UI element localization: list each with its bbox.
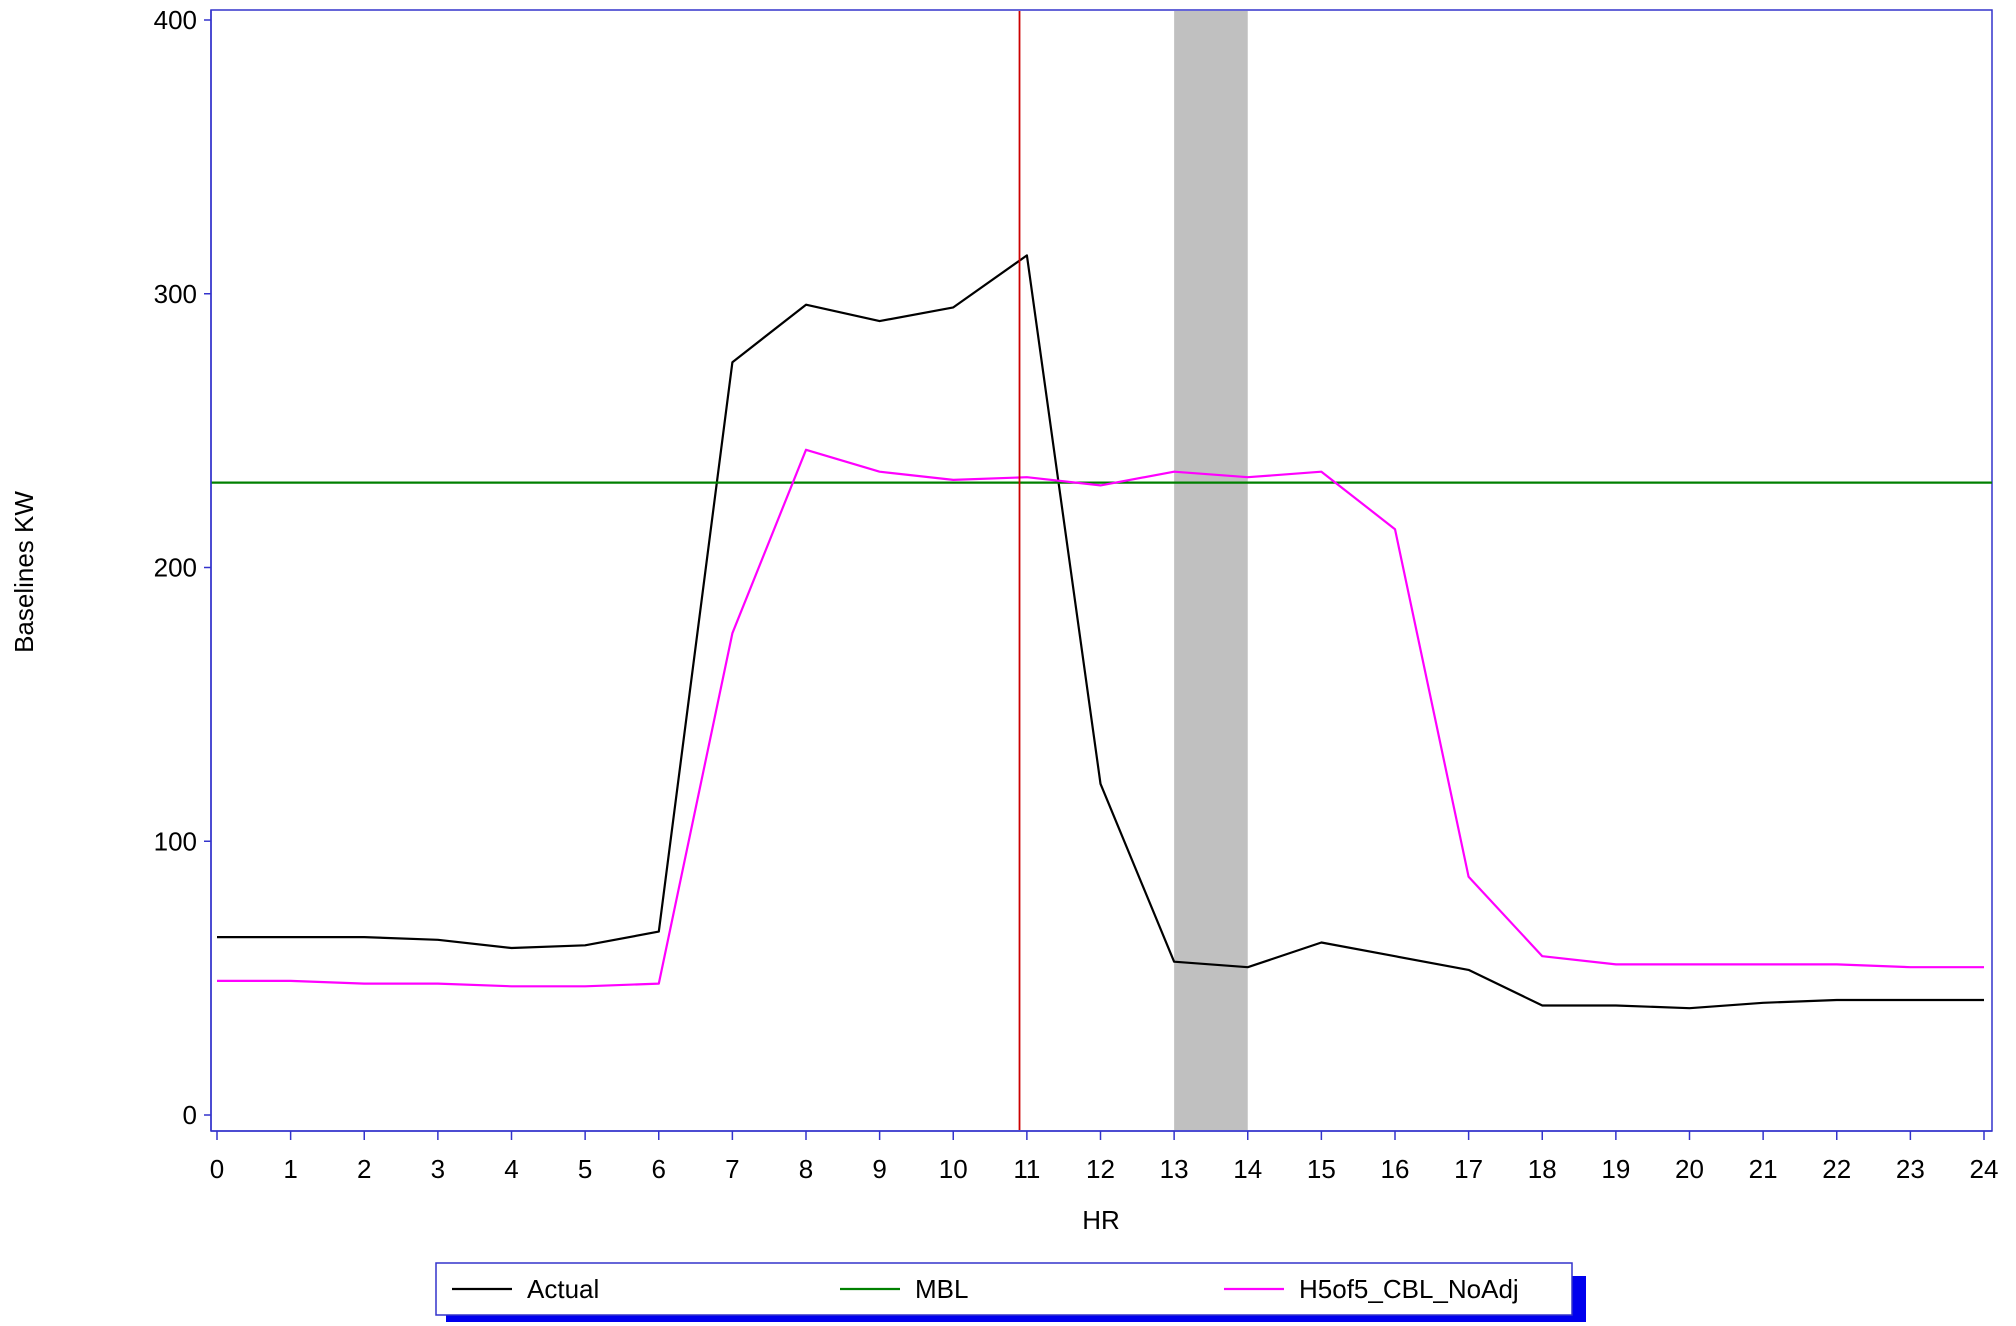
x-axis: 0 1 2 3 4 5 6 7 8 9 10 11 12 13 14 15 16 17 18 19 20 21 22 23 24 bbox=[210, 1130, 1999, 1184]
x-tick-label: 22 bbox=[1822, 1154, 1851, 1184]
y-tick-label: 300 bbox=[154, 279, 197, 309]
shaded-band-layer bbox=[1174, 11, 1248, 1130]
y-tick-label: 400 bbox=[154, 5, 197, 35]
x-tick-label: 19 bbox=[1601, 1154, 1630, 1184]
x-tick-label: 9 bbox=[872, 1154, 886, 1184]
x-tick-label: 20 bbox=[1675, 1154, 1704, 1184]
x-tick-label: 7 bbox=[725, 1154, 739, 1184]
x-tick-label: 15 bbox=[1307, 1154, 1336, 1184]
legend-label: MBL bbox=[915, 1274, 968, 1304]
x-tick-label: 4 bbox=[504, 1154, 518, 1184]
x-tick-label: 5 bbox=[578, 1154, 592, 1184]
x-tick-label: 3 bbox=[431, 1154, 445, 1184]
plot-area bbox=[210, 9, 1993, 1132]
x-tick-label: 13 bbox=[1160, 1154, 1189, 1184]
x-tick-label: 8 bbox=[799, 1154, 813, 1184]
x-tick-label: 0 bbox=[210, 1154, 224, 1184]
legend-items: Actual MBL H5of5_CBL_NoAdj bbox=[452, 1274, 1519, 1304]
x-tick-label: 23 bbox=[1896, 1154, 1925, 1184]
y-tick-label: 0 bbox=[183, 1100, 197, 1130]
legend-label: H5of5_CBL_NoAdj bbox=[1299, 1274, 1519, 1304]
x-tick-label: 1 bbox=[283, 1154, 297, 1184]
x-tick-label: 24 bbox=[1970, 1154, 1999, 1184]
y-axis: 0 100 200 300 400 bbox=[154, 5, 212, 1131]
legend-label: Actual bbox=[527, 1274, 599, 1304]
x-tick-label: 12 bbox=[1086, 1154, 1115, 1184]
y-tick-label: 200 bbox=[154, 553, 197, 583]
x-tick-label: 6 bbox=[652, 1154, 666, 1184]
y-axis-label: Baselines KW bbox=[9, 491, 39, 653]
y-tick-label: 100 bbox=[154, 826, 197, 856]
x-tick-label: 11 bbox=[1013, 1154, 1040, 1184]
x-tick-label: 16 bbox=[1381, 1154, 1410, 1184]
series-layer bbox=[211, 254, 1992, 1010]
x-axis-label: HR bbox=[1082, 1205, 1120, 1235]
x-tick-label: 2 bbox=[357, 1154, 371, 1184]
x-tick-label: 10 bbox=[939, 1154, 968, 1184]
legend-box bbox=[435, 1262, 1573, 1316]
series-line-actual bbox=[217, 254, 1984, 1010]
x-tick-label: 18 bbox=[1528, 1154, 1557, 1184]
x-tick-label: 21 bbox=[1749, 1154, 1778, 1184]
legend: Actual MBL H5of5_CBL_NoAdj bbox=[435, 1262, 1586, 1322]
series-line-h5of5-cbl-noadj bbox=[217, 448, 1984, 988]
shaded-band bbox=[1174, 11, 1248, 1130]
x-tick-label: 14 bbox=[1233, 1154, 1262, 1184]
x-tick-label: 17 bbox=[1454, 1154, 1483, 1184]
